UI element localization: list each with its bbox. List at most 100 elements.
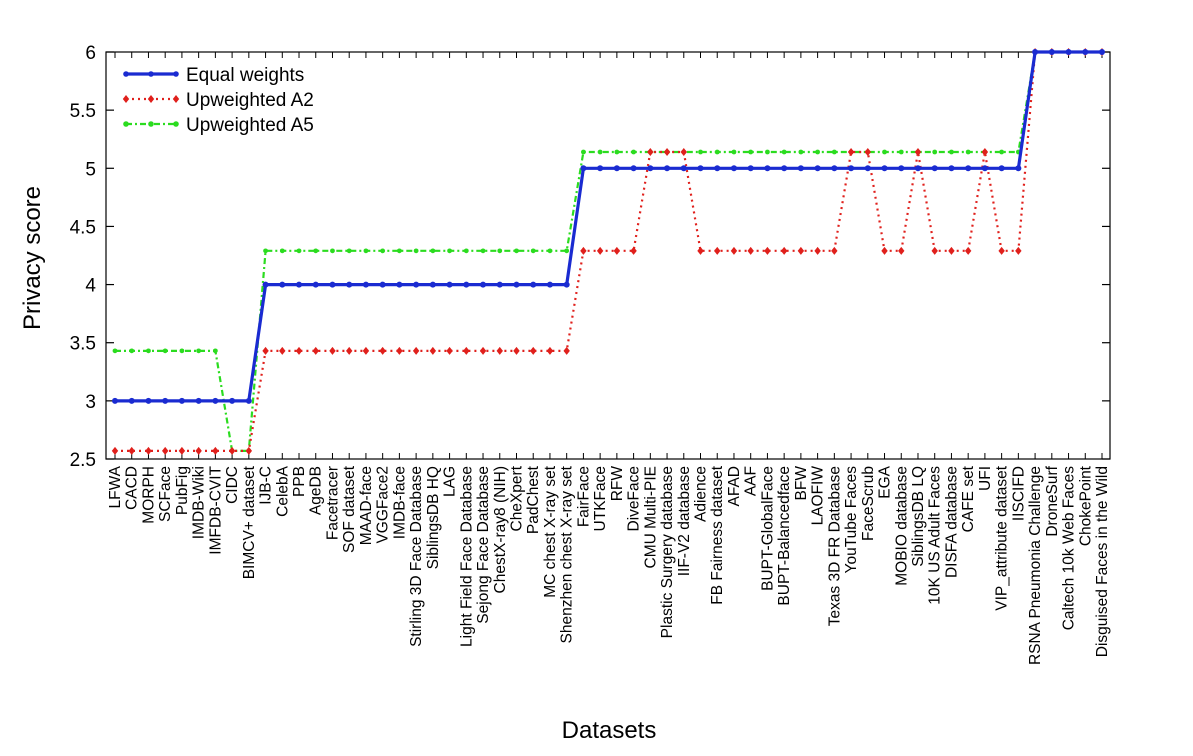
data-point	[262, 281, 269, 288]
data-point	[781, 165, 788, 172]
data-point	[145, 397, 152, 404]
x-category-label: Texas 3D FR Database	[826, 466, 843, 626]
data-point	[446, 346, 453, 355]
data-point	[663, 148, 671, 157]
x-category-label: UTKFace	[592, 466, 609, 531]
data-point	[597, 149, 603, 155]
data-point	[313, 248, 319, 254]
x-category-label: SOF dataset	[341, 465, 358, 553]
data-point	[948, 165, 955, 172]
data-point	[680, 148, 687, 157]
data-point	[998, 246, 1005, 255]
data-point	[447, 248, 452, 254]
x-category-label: IIF-V2 database	[676, 466, 693, 576]
data-point	[664, 165, 671, 172]
data-point	[965, 165, 972, 172]
data-point	[346, 281, 353, 288]
data-point	[463, 248, 469, 254]
data-point	[380, 248, 386, 254]
x-category-label: RFW	[609, 466, 626, 502]
data-point	[546, 346, 554, 355]
x-axis-title: Datasets	[562, 717, 657, 744]
data-point	[245, 446, 253, 455]
y-tick-label: 3.5	[70, 334, 96, 355]
data-point	[1099, 49, 1105, 55]
x-category-label: IJB-C	[258, 466, 275, 505]
data-point	[981, 165, 988, 172]
data-point	[112, 397, 118, 404]
data-point	[898, 149, 904, 155]
x-category-label: SCFace	[157, 466, 174, 522]
data-point	[429, 346, 437, 355]
x-category-label: IMFDB-CVIT	[207, 465, 224, 554]
data-point	[212, 446, 219, 455]
data-point	[714, 246, 721, 255]
data-point	[581, 149, 586, 155]
x-category-label: LAOFIW	[810, 466, 827, 526]
data-point	[630, 165, 637, 172]
data-point	[179, 348, 185, 354]
data-point	[1032, 49, 1039, 55]
data-point	[831, 149, 837, 155]
y-tick-label: 4	[85, 276, 96, 297]
x-category-label: MORPH	[140, 466, 157, 524]
x-category-label: CheXpert	[508, 465, 525, 531]
x-category-label: VGGFace2	[375, 466, 392, 544]
x-category-label: LAG	[442, 466, 459, 497]
y-tick-label: 2.5	[70, 450, 96, 471]
data-point	[765, 149, 770, 155]
data-point	[563, 281, 570, 288]
data-point	[112, 348, 118, 354]
data-point	[128, 397, 135, 404]
data-point	[430, 248, 436, 254]
x-category-label: DISFA database	[943, 466, 960, 578]
y-tick-label: 6	[85, 43, 96, 64]
data-point	[764, 246, 771, 255]
data-point	[647, 148, 654, 157]
data-point	[815, 149, 821, 155]
data-point	[330, 248, 335, 254]
x-category-label: UFI	[977, 466, 994, 491]
axes-frame	[105, 51, 1111, 460]
data-point	[748, 149, 754, 155]
data-point	[564, 248, 570, 254]
data-point	[212, 397, 219, 404]
x-category-label: MOBIO database	[893, 466, 910, 586]
data-point	[580, 165, 587, 172]
data-point	[346, 248, 352, 254]
x-category-label: PadChest	[525, 465, 542, 534]
data-point	[195, 397, 202, 404]
data-point	[847, 148, 855, 157]
data-point	[479, 346, 487, 355]
data-point	[145, 446, 152, 455]
y-tick-label: 5.5	[70, 101, 96, 122]
data-point	[178, 446, 186, 455]
data-point	[848, 165, 855, 172]
data-point	[714, 149, 720, 155]
data-point	[864, 148, 871, 157]
data-point	[613, 246, 621, 255]
x-category-label: PPB	[291, 466, 308, 497]
data-point	[714, 165, 721, 172]
data-point	[146, 348, 151, 354]
data-point	[1082, 49, 1089, 55]
data-point	[981, 148, 989, 157]
data-point	[496, 281, 503, 288]
data-point	[196, 348, 202, 354]
data-point	[764, 165, 771, 172]
data-point	[497, 248, 503, 254]
data-point	[346, 346, 353, 355]
data-point	[530, 346, 537, 355]
data-point	[362, 346, 370, 355]
x-category-label: AFAD	[726, 466, 743, 506]
legend-marker	[123, 121, 129, 127]
data-point	[647, 165, 654, 172]
data-point	[480, 248, 486, 254]
data-point	[747, 165, 754, 172]
x-category-label: AAF	[743, 466, 760, 496]
data-point	[780, 246, 788, 255]
x-category-label: LFWA	[107, 465, 124, 508]
x-category-label: CAFE set	[960, 465, 977, 532]
x-category-label: SiblingsDB HQ	[425, 466, 442, 569]
data-point	[212, 348, 218, 354]
